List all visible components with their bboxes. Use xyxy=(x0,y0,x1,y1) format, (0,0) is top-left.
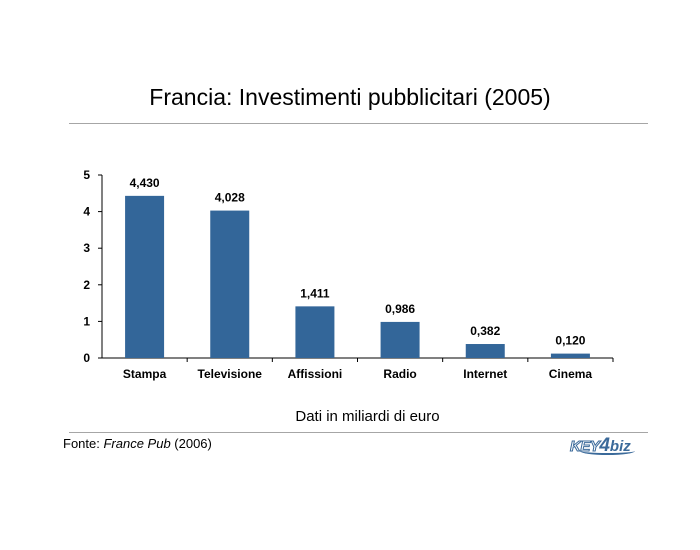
x-tick-label: Radio xyxy=(383,367,416,381)
x-axis-label: Dati in miliardi di euro xyxy=(295,408,440,425)
x-tick-label: Internet xyxy=(463,367,507,381)
source-prefix: Fonte: xyxy=(63,436,104,451)
bar xyxy=(295,306,335,358)
bar-chart: 0 1 2 3 4 5 4,430 Stampa 4,028 Televisione 1,411 Af… xyxy=(83,168,614,381)
x-tick-label: Cinema xyxy=(549,367,593,381)
bar-value-label: 1,411 xyxy=(300,286,330,300)
source-year: (2006) xyxy=(170,436,212,451)
logo-swoosh-icon xyxy=(580,447,635,455)
y-tick-label: 0 xyxy=(83,351,90,365)
y-tick-label: 4 xyxy=(83,205,90,219)
bar-value-label: 0,382 xyxy=(470,324,500,338)
bar xyxy=(550,353,590,358)
bottom-divider xyxy=(69,432,648,433)
bar xyxy=(380,321,420,358)
bar-value-label: 4,028 xyxy=(215,191,245,205)
x-tick-label: Televisione xyxy=(198,367,263,381)
bar xyxy=(465,344,505,358)
y-tick-label: 1 xyxy=(83,314,90,328)
y-tick-label: 5 xyxy=(83,168,90,182)
key4biz-logo: KEY4biz xyxy=(569,435,650,457)
x-tick-label: Affissioni xyxy=(288,367,343,381)
logo-four-text: 4 xyxy=(599,435,610,456)
bar xyxy=(125,195,165,358)
top-divider xyxy=(69,123,648,124)
source-note: Fonte: France Pub (2006) xyxy=(63,436,212,451)
bar-value-label: 4,430 xyxy=(130,176,160,190)
bar-value-label: 0,986 xyxy=(385,302,415,316)
y-tick-label: 3 xyxy=(83,241,90,255)
bar-value-label: 0,120 xyxy=(555,334,585,348)
source-publication: France Pub xyxy=(103,436,171,451)
x-tick-label: Stampa xyxy=(123,367,167,381)
bar xyxy=(210,210,250,358)
chart-title: Francia: Investimenti pubblicitari (2005… xyxy=(149,84,551,110)
y-tick-label: 2 xyxy=(83,278,90,292)
